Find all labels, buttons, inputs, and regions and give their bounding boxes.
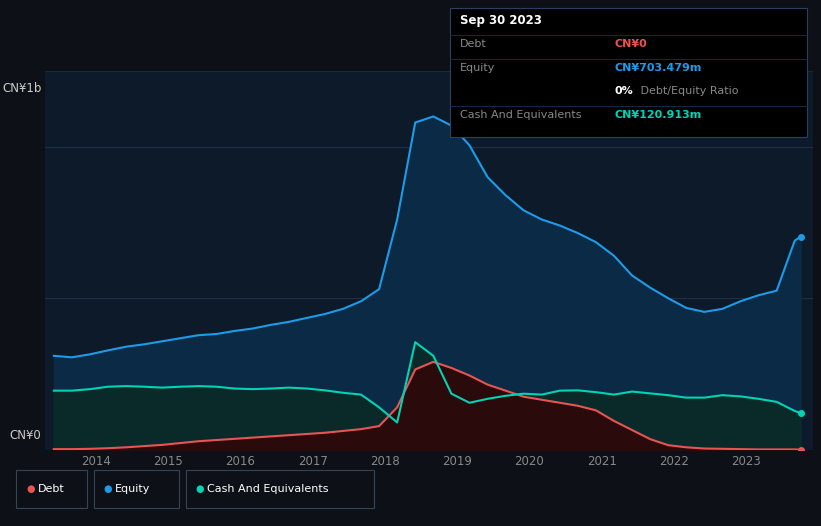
Text: Debt: Debt <box>460 39 487 49</box>
Text: ●: ● <box>26 483 34 494</box>
Text: 0%: 0% <box>614 86 633 96</box>
Text: CN¥1b: CN¥1b <box>2 83 41 95</box>
Text: Cash And Equivalents: Cash And Equivalents <box>460 110 581 120</box>
Text: CN¥0: CN¥0 <box>10 429 41 442</box>
Text: Debt/Equity Ratio: Debt/Equity Ratio <box>637 86 739 96</box>
Text: Debt: Debt <box>38 483 65 494</box>
Text: CN¥0: CN¥0 <box>614 39 647 49</box>
Text: Sep 30 2023: Sep 30 2023 <box>460 14 542 27</box>
Text: Cash And Equivalents: Cash And Equivalents <box>207 483 328 494</box>
Text: Equity: Equity <box>115 483 150 494</box>
Text: CN¥120.913m: CN¥120.913m <box>614 110 701 120</box>
Text: ●: ● <box>195 483 204 494</box>
Text: CN¥703.479m: CN¥703.479m <box>614 63 701 73</box>
Text: ●: ● <box>103 483 112 494</box>
Text: Equity: Equity <box>460 63 495 73</box>
